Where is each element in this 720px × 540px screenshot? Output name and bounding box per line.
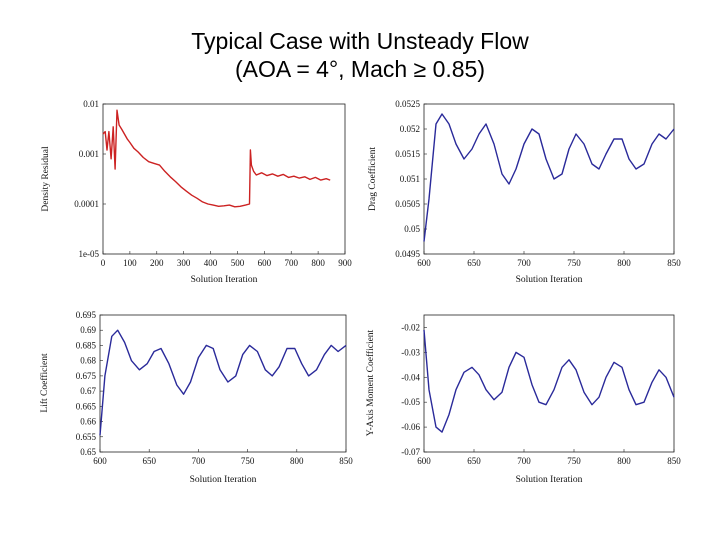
y-tick-label: 0.675 [76, 371, 97, 381]
x-tick-label: 0 [101, 258, 106, 268]
x-axis-label: Solution Iteration [190, 475, 257, 485]
y-tick-label: 0.0001 [74, 199, 99, 209]
series-line [99, 329, 347, 436]
x-tick-label: 700 [192, 456, 206, 466]
x-axis-label: Solution Iteration [516, 275, 583, 285]
x-tick-label: 600 [417, 258, 431, 268]
y-tick-label: -0.03 [401, 347, 420, 357]
x-tick-label: 850 [339, 456, 353, 466]
plot-frame [423, 314, 675, 453]
y-tick-label: 0.67 [80, 386, 96, 396]
y-tick-label: 0.0525 [395, 99, 420, 109]
chart-1: 0 100 200 300 400 500 600 700 800 900 0.01 0.001 0.0… [41, 99, 352, 285]
plot-frame [102, 103, 346, 255]
y-tick-label: 0.051 [400, 174, 420, 184]
y-tick-label: 0.66 [80, 417, 96, 427]
plot-frame [423, 103, 675, 255]
y-axis-label: Lift Coefficient [39, 353, 50, 413]
x-tick-label: 500 [231, 258, 245, 268]
chart-3: 600 650 700 750 800 850 0.65 0.655 0.66 0.665 0.67… [39, 310, 353, 485]
y-tick-label: 0.68 [80, 356, 96, 366]
x-tick-label: 850 [667, 258, 681, 268]
y-tick-label: -0.07 [401, 447, 420, 457]
chart-2: 600 650 700 750 800 850 0.0495 0.05 0.0505 0.051 0… [367, 99, 681, 285]
x-tick-label: 600 [417, 456, 431, 466]
x-tick-label: 800 [617, 456, 631, 466]
x-tick-label: 700 [517, 258, 531, 268]
x-tick-label: 800 [617, 258, 631, 268]
y-tick-label: 0.05 [404, 224, 420, 234]
plot-frame [99, 314, 347, 453]
y-tick-label: 0.65 [80, 447, 96, 457]
x-tick-label: 300 [177, 258, 191, 268]
x-tick-label: 750 [567, 456, 581, 466]
y-tick-label: 0.0495 [395, 249, 420, 259]
x-tick-label: 800 [311, 258, 325, 268]
series-line [423, 329, 675, 433]
y-axis-label: Density Residual [41, 146, 51, 212]
y-tick-label: 0.001 [79, 149, 99, 159]
x-axis-label: Solution Iteration [191, 275, 258, 285]
y-axis-label: Y-Axis Moment Coefficient [365, 329, 376, 436]
y-tick-label: 0.665 [76, 401, 97, 411]
series-line [423, 113, 675, 242]
y-tick-label: 0.69 [80, 325, 96, 335]
x-tick-label: 600 [258, 258, 272, 268]
y-tick-label: 0.052 [400, 124, 420, 134]
y-tick-label: 0.655 [76, 432, 97, 442]
x-tick-label: 650 [467, 456, 481, 466]
x-tick-label: 700 [284, 258, 298, 268]
y-axis-label: Drag Coefficient [367, 147, 378, 211]
y-tick-label: -0.06 [401, 422, 420, 432]
x-tick-label: 100 [123, 258, 137, 268]
y-tick-label: 0.685 [76, 340, 97, 350]
x-tick-label: 650 [467, 258, 481, 268]
y-tick-label: 0.01 [83, 99, 99, 109]
x-tick-label: 850 [667, 456, 681, 466]
x-axis-label: Solution Iteration [516, 475, 583, 485]
slide-title-line2: (AOA = 4°, Mach ≥ 0.85) [234, 56, 485, 82]
chart-4: 600 650 700 750 800 850 -0.07 -0.06 -0.05 -0.04 -0… [365, 314, 681, 485]
slide-title-line1: Typical Case with Unsteady Flow [191, 28, 529, 54]
y-tick-label: 1e-05 [79, 249, 100, 259]
x-tick-label: 600 [93, 456, 107, 466]
x-tick-label: 700 [517, 456, 531, 466]
series-line [102, 109, 331, 208]
y-tick-label: 0.695 [76, 310, 97, 320]
x-tick-label: 200 [150, 258, 164, 268]
y-tick-label: 0.0515 [395, 149, 420, 159]
y-tick-label: 0.0505 [395, 199, 420, 209]
x-tick-label: 650 [142, 456, 156, 466]
x-tick-label: 750 [567, 258, 581, 268]
y-tick-label: -0.05 [401, 397, 420, 407]
x-tick-label: 750 [241, 456, 255, 466]
y-tick-label: -0.04 [401, 372, 420, 382]
x-tick-label: 900 [338, 258, 352, 268]
x-tick-label: 800 [290, 456, 304, 466]
x-tick-label: 400 [204, 258, 218, 268]
y-tick-label: -0.02 [401, 322, 420, 332]
